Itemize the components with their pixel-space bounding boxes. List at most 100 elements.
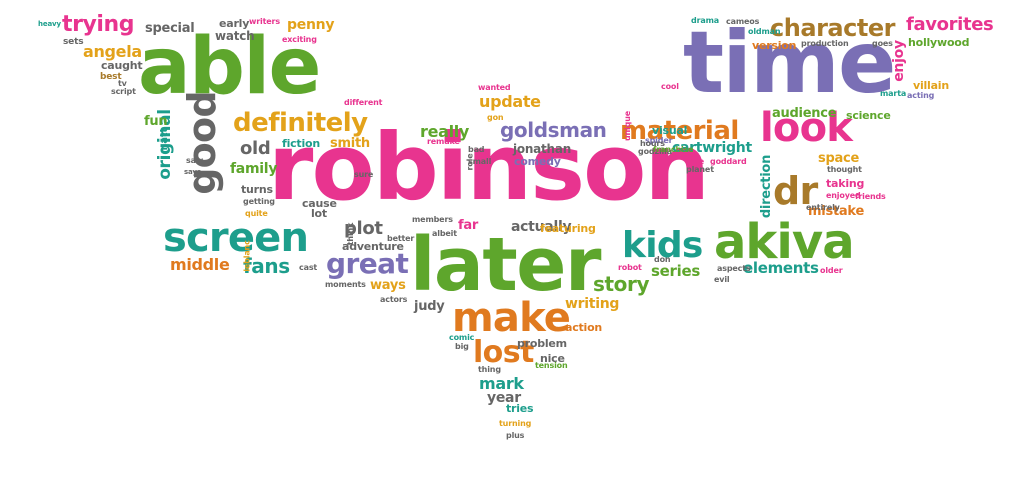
word-actors: actors xyxy=(380,295,408,304)
word-lot: lot xyxy=(311,207,327,220)
word-old: old xyxy=(240,138,271,159)
word-really: really xyxy=(420,122,470,141)
word-time: time xyxy=(683,13,896,113)
word-hollywood: hollywood xyxy=(908,36,970,49)
word-quite: quite xyxy=(245,209,268,218)
word-tension: tension xyxy=(535,361,568,370)
word-screen: screen xyxy=(163,215,309,261)
word-best: best xyxy=(100,72,122,82)
word-unique: unique xyxy=(623,110,633,142)
word-remake: remake xyxy=(427,137,460,146)
word-fun: fun xyxy=(144,114,168,129)
word-getting: getting xyxy=(243,197,275,206)
word-hours: hours xyxy=(640,139,665,148)
word-goldsman: goldsman xyxy=(500,118,607,142)
word-big: big xyxy=(455,342,469,351)
word-production: production xyxy=(801,39,849,48)
word-robot: robot xyxy=(618,263,642,272)
word-taking: taking xyxy=(826,177,865,190)
word-exciting: exciting xyxy=(282,35,317,44)
word-leblanc: leblanc xyxy=(242,240,252,272)
word-aspects: aspects xyxy=(717,264,751,273)
word-turning: turning xyxy=(499,419,532,428)
word-mistake: mistake xyxy=(808,204,865,219)
word-akiva: akiva xyxy=(714,214,855,270)
word-writing: writing xyxy=(565,296,620,312)
word-better: better xyxy=(387,234,415,243)
word-matt: matt xyxy=(158,128,170,154)
word-older: older xyxy=(820,266,843,275)
word-smith: smith xyxy=(330,136,370,151)
word-plot: plot xyxy=(344,218,383,239)
word-cartwright: cartwright xyxy=(672,140,752,156)
word-version: version xyxy=(752,39,797,52)
word-ways: ways xyxy=(370,278,406,293)
word-science: science xyxy=(846,109,891,122)
word-favorites: favorites xyxy=(906,14,994,35)
word-cause: cause xyxy=(302,197,337,210)
word-think: think xyxy=(346,222,356,246)
word-says: says xyxy=(184,168,201,176)
word-problem: problem xyxy=(517,337,567,350)
word-sure: sure xyxy=(354,170,374,179)
word-franchise: franchise xyxy=(653,145,694,154)
word-fans: fans xyxy=(243,254,290,278)
word-definitely: definitely xyxy=(233,108,368,138)
word-drama: drama xyxy=(691,16,720,25)
word-planet: planet xyxy=(686,165,714,174)
word-early: early xyxy=(219,17,250,30)
word-thought: thought xyxy=(827,165,862,174)
word-spider: spider xyxy=(645,136,673,145)
word-don: don xyxy=(654,255,671,264)
word-albeit: albeit xyxy=(432,229,457,238)
word-robinson: robinson xyxy=(268,114,710,221)
word-writers: writers xyxy=(249,17,280,26)
word-story: story xyxy=(593,272,650,296)
word-thing: thing xyxy=(478,365,501,374)
word-middle: middle xyxy=(170,255,230,274)
word-enjoy: enjoy xyxy=(890,40,907,82)
word-oldman: oldman xyxy=(748,27,781,36)
word-visual: visual xyxy=(652,124,688,137)
word-later: later xyxy=(410,222,601,308)
word-lost: lost xyxy=(473,335,534,370)
word-acting: acting xyxy=(907,91,935,100)
word-look: look xyxy=(760,105,853,151)
word-direction: direction xyxy=(759,154,775,219)
word-marta: marta xyxy=(880,89,907,98)
word-dr: dr xyxy=(773,169,818,213)
word-sets: sets xyxy=(63,37,84,47)
word-wanted: wanted xyxy=(478,83,511,92)
word-update: update xyxy=(479,92,541,111)
word-able: able xyxy=(138,22,321,112)
word-cool: cool xyxy=(661,82,679,91)
word-members: members xyxy=(412,215,453,224)
word-role: role xyxy=(465,153,475,171)
word-small: small xyxy=(468,157,492,166)
word-godzilla: godzilla xyxy=(638,147,672,156)
word-series: series xyxy=(651,262,700,280)
word-featuring: featuring xyxy=(540,222,596,235)
word-enjoyed: enjoyed xyxy=(826,191,861,200)
word-fiction: fiction xyxy=(282,137,320,150)
word-penny: penny xyxy=(287,17,335,33)
word-kids: kids xyxy=(622,225,703,266)
word-script: script xyxy=(111,87,136,96)
word-family: family xyxy=(230,161,278,177)
word-mark: mark xyxy=(479,374,524,393)
word-moments: moments xyxy=(325,280,366,289)
word-heavy: heavy xyxy=(38,20,61,28)
word-jonathan: jonathan xyxy=(513,142,571,156)
word-character: character xyxy=(770,14,896,42)
word-cameos: cameos xyxy=(726,17,760,26)
word-actually: actually xyxy=(511,219,572,235)
word-space: space xyxy=(818,151,860,166)
word-year: year xyxy=(487,390,521,406)
word-adventure: adventure xyxy=(342,240,404,253)
word-cast: cast xyxy=(299,263,318,272)
word-make: make xyxy=(452,295,571,341)
word-elements: elements xyxy=(743,259,819,277)
word-tv: tv xyxy=(118,79,127,88)
word-action: action xyxy=(565,321,603,334)
